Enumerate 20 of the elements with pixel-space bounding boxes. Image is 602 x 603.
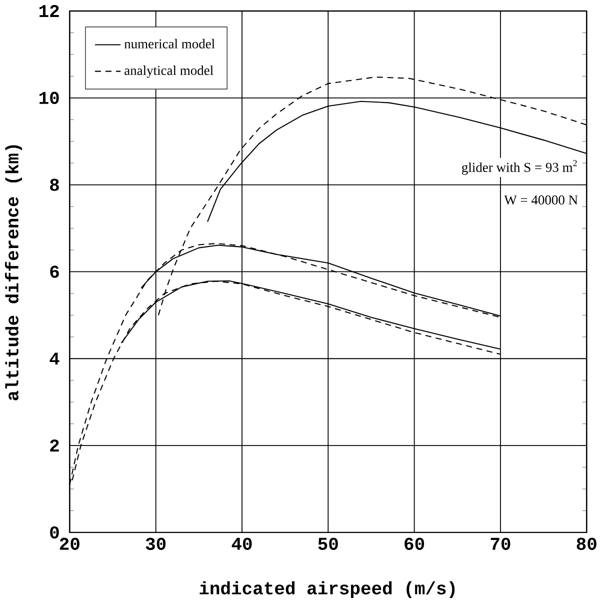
y-tick-label: 6 <box>50 266 59 278</box>
annotation: glider with S = 93 m$^{2}$ <box>462 160 577 175</box>
x-axis-title: indicated airspeed (m/s) <box>199 581 454 598</box>
x-tick-label: 30 <box>146 538 166 550</box>
y-tick-label: 10 <box>39 92 59 104</box>
y-tick-label: 2 <box>50 440 59 452</box>
y-tick-label: 12 <box>39 4 59 18</box>
legend-label: analytical model <box>124 66 214 78</box>
x-tick-label: 70 <box>490 538 510 550</box>
y-tick-label: 4 <box>50 352 60 365</box>
x-tick-label: 40 <box>232 538 252 550</box>
x-tick-label: 60 <box>404 538 424 550</box>
y-tick-label: 8 <box>50 178 59 191</box>
y-tick-label: 0 <box>50 526 59 539</box>
legend-label: numerical model <box>124 38 215 48</box>
x-tick-label: 80 <box>576 538 596 550</box>
x-tick-label: 50 <box>318 538 338 550</box>
y-axis-title: altitude difference (km) <box>4 145 22 400</box>
x-tick-label: 20 <box>60 538 80 550</box>
annotation: W = 40000 N <box>504 195 578 205</box>
